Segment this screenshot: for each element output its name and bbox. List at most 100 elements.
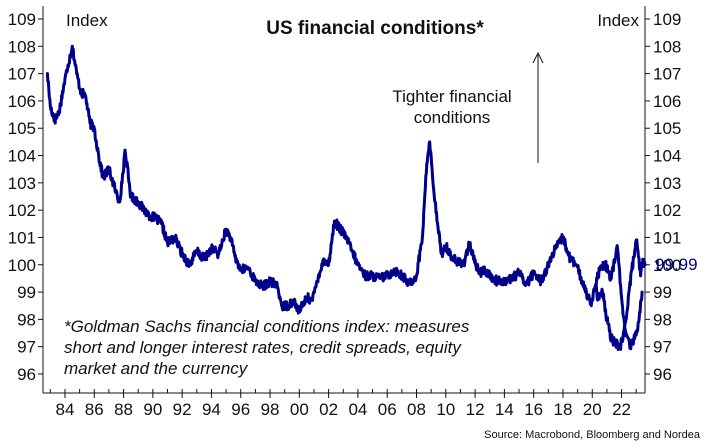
data-point [195,249,199,253]
data-point [609,277,613,280]
data-point [624,334,628,338]
data-point [142,208,146,212]
data-point [580,279,584,283]
data-point [276,285,279,288]
data-point [546,263,550,267]
left-y-tick-label: 97 [17,338,36,357]
right-y-tick-label: 102 [653,201,681,220]
left-y-tick-label: 102 [8,201,36,220]
data-point [317,274,320,278]
data-point [589,301,593,305]
right-y-tick-label: 109 [653,10,681,29]
data-point [239,268,243,272]
data-point [292,298,295,302]
x-tick-label: 92 [173,400,192,419]
data-point [280,304,284,308]
left-y-tick-label: 107 [8,65,36,84]
data-point [407,282,411,286]
source-note: Source: Macrobond, Bloomberg and Nordea [484,429,701,441]
data-point [400,274,404,278]
left-y-tick-label: 100 [8,256,36,275]
x-tick-label: 96 [231,400,250,419]
data-point [117,200,121,204]
x-tick-label: 12 [466,400,485,419]
x-tick-label: 88 [114,400,133,419]
data-point [120,181,124,185]
data-point [435,219,439,223]
x-tick-label: 18 [554,400,573,419]
chart-title: US financial conditions* [266,18,484,39]
data-point [154,216,158,220]
data-point [113,186,117,190]
left-y-tick-label: 105 [8,119,36,138]
data-point [574,263,578,267]
x-tick-label: 22 [612,400,631,419]
data-point [425,162,429,166]
data-point [333,219,336,223]
axes [38,6,650,398]
data-point [621,337,625,340]
right-y-tick-label: 104 [653,147,681,166]
data-point [561,236,565,239]
data-point [75,72,79,75]
data-point [371,274,374,278]
left-y-tick-label: 106 [8,92,36,111]
data-point [66,64,70,67]
data-point [210,247,213,250]
data-point [444,244,448,248]
x-tick-label: 10 [436,400,455,419]
data-point [510,277,514,280]
left-y-tick-labels: 96 97 98 99 100 101 102 103 104 105 106 107 108 109 [8,10,36,384]
data-point [593,285,597,288]
data-point [627,290,631,294]
data-point [472,257,475,261]
data-point [517,271,521,275]
data-point [305,296,308,299]
data-point [286,304,289,308]
data-point [615,244,619,248]
data-point [180,252,184,256]
data-point [224,227,228,231]
data-point [585,290,588,294]
data-point [641,257,645,261]
data-point [637,255,640,258]
data-point [363,274,367,278]
arrow-up-icon [532,51,544,64]
left-y-tick-label: 99 [17,283,36,302]
data-point [495,279,499,283]
data-point [525,282,528,286]
data-point [217,252,221,256]
data-point [624,318,628,321]
annotation-line-1: Tighter financial [392,87,511,106]
data-point [596,296,600,299]
data-point [643,263,647,267]
x-tick-label: 02 [319,400,338,419]
data-point [70,44,74,48]
data-point [48,105,52,108]
data-point [173,236,177,239]
data-point [46,72,49,75]
last-value-label: 99.99 [655,255,698,274]
data-point [338,227,342,231]
data-point [633,337,637,340]
data-point [568,257,572,261]
data-point [421,236,424,239]
right-y-tick-label: 101 [653,228,681,247]
tighter-conditions-annotation: Tighter financial conditions [392,51,544,163]
data-point [378,277,382,280]
data-point [639,274,642,278]
data-point [598,268,601,272]
left-y-tick-label: 98 [17,310,36,329]
data-point [327,263,330,267]
right-axis-unit-label: Index [597,11,639,30]
data-point [478,271,481,275]
data-point [604,263,607,267]
data-point [637,318,641,321]
right-y-tick-labels: 96 97 98 99 100 101 102 103 104 105 106 107 108 109 [653,10,681,384]
x-tick-label: 94 [202,400,221,419]
data-point [166,241,169,245]
x-tick-label: 84 [56,400,75,419]
data-point [539,279,543,283]
data-point [129,195,133,198]
right-y-tick-label: 106 [653,92,681,111]
